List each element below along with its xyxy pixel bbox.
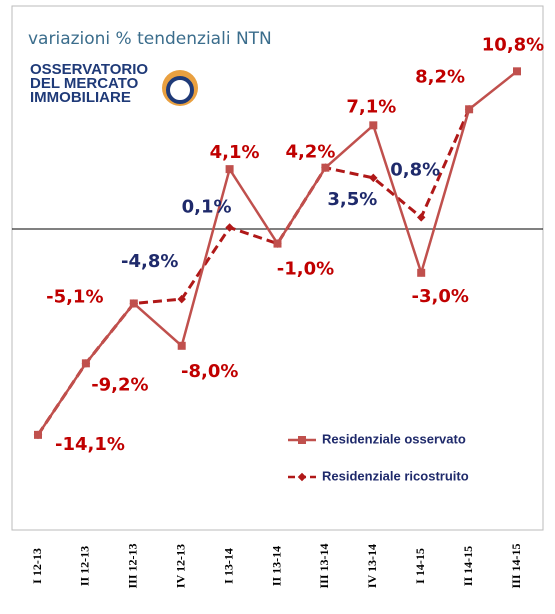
data-label: -1,0% <box>277 259 334 280</box>
x-tick-label: III 13-14 <box>317 543 331 588</box>
frame <box>11 5 544 531</box>
data-label: 3,5% <box>327 189 377 210</box>
logo-icon <box>166 76 194 104</box>
logo: OSSERVATORIO DEL MERCATO IMMOBILIARE <box>30 61 198 106</box>
marker <box>321 163 330 172</box>
marker <box>513 67 521 76</box>
x-tick-label: IV 13-14 <box>365 544 379 588</box>
legend-label: Residenziale ricostruito <box>322 468 469 483</box>
data-label: 8,2% <box>415 66 465 87</box>
legend-marker <box>297 472 307 482</box>
legend-label: Residenziale osservato <box>322 431 466 446</box>
data-label: -14,1% <box>55 434 125 455</box>
data-label: 4,1% <box>210 142 260 163</box>
marker <box>129 299 138 308</box>
marker <box>177 294 186 304</box>
data-label: 0,1% <box>182 197 232 218</box>
marker <box>369 121 378 130</box>
x-tick-label: II 13-14 <box>269 546 283 586</box>
data-label: -9,2% <box>91 374 148 395</box>
x-tick-label: I 13-14 <box>221 548 235 584</box>
logo-text: IMMOBILIARE <box>30 89 131 106</box>
data-label: -4,8% <box>121 251 178 272</box>
marker <box>417 268 426 277</box>
series-line <box>36 108 471 436</box>
data-label: 10,8% <box>482 34 544 55</box>
logo-text: DEL MERCATO <box>30 75 139 92</box>
marker <box>416 213 426 222</box>
x-tick-label: III 14-15 <box>509 543 523 588</box>
data-label: 7,1% <box>346 96 396 117</box>
marker <box>225 165 234 174</box>
x-tick-label: I 12-13 <box>30 548 44 584</box>
marker <box>34 430 42 439</box>
data-label: -3,0% <box>411 286 468 307</box>
marker <box>465 105 474 114</box>
marker <box>369 173 378 183</box>
marker <box>225 223 234 232</box>
x-tick-label: III 12-13 <box>126 543 140 588</box>
chart-title: variazioni % tendenziali NTN <box>28 29 272 49</box>
x-tick-label: IV 12-13 <box>173 544 187 588</box>
data-label: 4,2% <box>285 142 335 163</box>
x-tick-label: II 14-15 <box>461 546 475 586</box>
legend-marker <box>298 436 306 444</box>
data-label: -5,1% <box>46 286 103 307</box>
logo-text: OSSERVATORIO <box>30 61 148 78</box>
x-tick-label: II 12-13 <box>78 546 92 586</box>
marker <box>273 239 282 248</box>
marker <box>177 341 186 350</box>
data-label: 0,8% <box>390 159 440 180</box>
data-label: -8,0% <box>181 361 238 382</box>
x-tick-label: I 14-15 <box>413 548 427 584</box>
marker <box>81 359 90 368</box>
